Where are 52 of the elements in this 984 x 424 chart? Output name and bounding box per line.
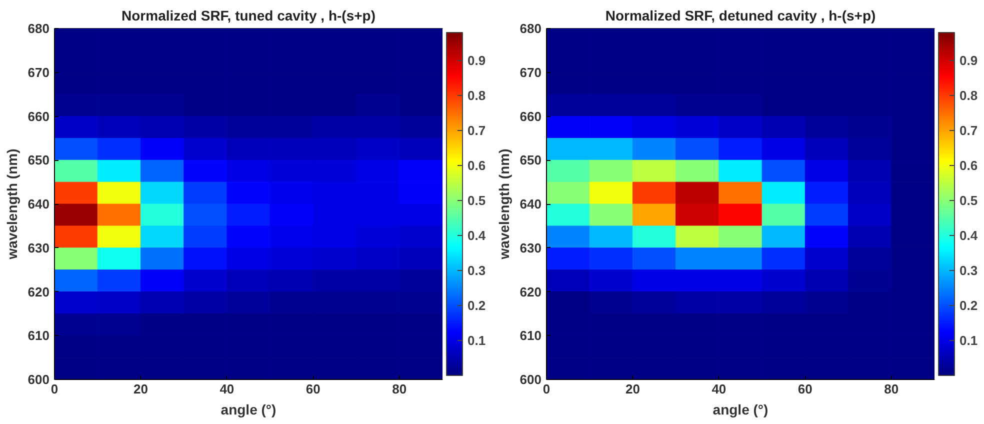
chart-title: Normalized SRF, detuned cavity , h-(s+p) <box>605 8 876 24</box>
y-tick-label: 640 <box>520 196 542 212</box>
y-tick-label: 680 <box>28 21 50 36</box>
y-tick-label: 660 <box>520 108 542 124</box>
color-bar-label: 0.8 <box>960 88 978 103</box>
color-bar-label: 0.4 <box>468 228 486 243</box>
x-tick-label: 20 <box>625 382 640 396</box>
color-bar-label: 0.7 <box>960 123 978 138</box>
color-bar-label: 0.4 <box>960 228 978 243</box>
color-bar-label: 0.3 <box>960 263 978 278</box>
color-bar-label: 0.9 <box>960 53 978 68</box>
x-tick-label: 80 <box>884 382 899 396</box>
x-tick-label: 60 <box>306 382 320 396</box>
color-bar-label: 0.2 <box>468 298 486 313</box>
y-tick-label: 620 <box>28 284 50 300</box>
y-tick-label: 620 <box>520 284 542 300</box>
color-bar-label: 0.5 <box>960 193 978 208</box>
x-tick-label: 40 <box>220 382 234 396</box>
x-tick-label: 20 <box>133 382 148 396</box>
y-tick-label: 670 <box>520 64 542 80</box>
color-bar-label: 0.6 <box>468 158 486 173</box>
y-axis-title: wavelength (nm) <box>4 148 20 260</box>
color-bar-label: 0.8 <box>468 88 486 103</box>
y-tick-label: 610 <box>28 328 50 344</box>
color-bar-label: 0.1 <box>960 333 978 348</box>
y-tick-label: 650 <box>28 152 50 168</box>
color-bar-label: 0.5 <box>468 193 486 208</box>
color-bar-label: 0.3 <box>468 263 486 278</box>
color-bar-label: 0.6 <box>960 158 978 173</box>
color-bar-label: 0.1 <box>468 333 486 348</box>
x-axis-title: angle (°) <box>220 402 276 418</box>
x-tick-label: 40 <box>712 382 726 396</box>
x-tick-label: 0 <box>50 382 58 396</box>
color-bar-label: 0.9 <box>468 53 486 68</box>
y-tick-label: 600 <box>28 372 50 387</box>
chart-title: Normalized SRF, tuned cavity , h-(s+p) <box>122 8 376 24</box>
y-tick-label: 650 <box>520 152 542 168</box>
y-tick-label: 640 <box>28 196 50 212</box>
y-tick-label: 660 <box>28 108 50 124</box>
y-tick-label: 610 <box>520 328 542 344</box>
x-tick-label: 80 <box>392 382 407 396</box>
color-bar-label: 0.7 <box>468 123 486 138</box>
y-tick-label: 670 <box>28 64 50 80</box>
x-tick-label: 60 <box>798 382 812 396</box>
y-tick-label: 680 <box>520 21 542 36</box>
color-bar-label: 0.2 <box>960 298 978 313</box>
x-axis-title: angle (°) <box>712 402 768 418</box>
x-tick-label: 0 <box>542 382 550 396</box>
y-axis-title: wavelength (nm) <box>496 148 512 260</box>
y-tick-label: 630 <box>28 240 50 256</box>
y-tick-label: 630 <box>520 240 542 256</box>
y-tick-label: 600 <box>520 372 542 387</box>
